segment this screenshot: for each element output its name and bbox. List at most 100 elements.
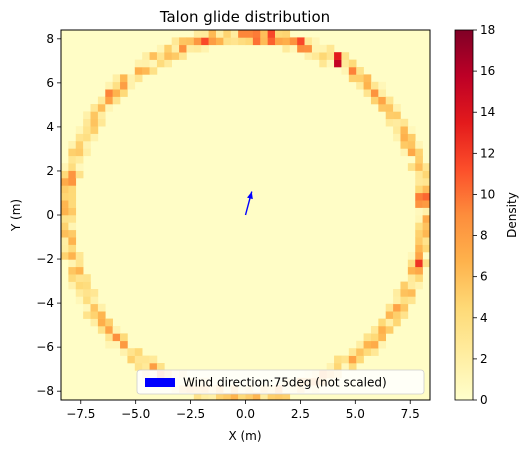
heatmap-cell <box>120 333 128 342</box>
heatmap-cell <box>142 67 150 75</box>
heatmap-cell <box>393 296 401 305</box>
heatmap-cell <box>393 126 401 134</box>
heatmap-cell <box>378 326 387 334</box>
heatmap-cell <box>134 59 143 68</box>
heatmap-cell <box>252 30 261 38</box>
heatmap-cell <box>393 318 401 327</box>
heatmap-cell <box>245 37 254 46</box>
heatmap-cell <box>393 111 401 120</box>
heatmap-cell <box>61 222 69 231</box>
heatmap-cell <box>90 296 99 305</box>
heatmap-cell <box>400 126 409 134</box>
heatmap-cell <box>179 44 187 53</box>
heatmap-cell <box>90 318 99 327</box>
heatmap-cell <box>105 96 113 105</box>
heatmap-cell <box>385 104 394 112</box>
heatmap-cell <box>97 318 106 327</box>
y-tick-label: −6 <box>36 340 54 354</box>
heatmap-cell <box>407 148 416 157</box>
heatmap-cell <box>134 363 143 371</box>
heatmap-cell <box>90 133 99 142</box>
y-tick-label: 2 <box>46 164 54 178</box>
heatmap-cell <box>407 289 416 297</box>
heatmap-cell <box>149 52 158 60</box>
heatmap-cell <box>422 222 431 231</box>
heatmap-cell <box>208 30 217 38</box>
colorbar-label: Density <box>505 192 519 238</box>
heatmap-cell <box>385 311 394 319</box>
heatmap-cell <box>68 244 77 253</box>
heatmap-cell <box>68 259 77 268</box>
heatmap-cell <box>245 30 254 38</box>
heatmap-cell <box>370 96 379 105</box>
heatmap-cell <box>393 133 401 142</box>
heatmap-cell <box>83 111 91 120</box>
heatmap-cell <box>341 363 350 371</box>
heatmap-cell <box>304 44 313 53</box>
heatmap-cell <box>208 392 217 401</box>
heatmap-cell <box>230 37 239 46</box>
heatmap-cell <box>186 37 195 46</box>
heatmap-cell <box>407 252 416 260</box>
heatmap-cell <box>83 141 91 149</box>
y-tick-label: 6 <box>46 76 54 90</box>
heatmap-cell <box>156 363 165 371</box>
heatmap-cell <box>97 303 106 312</box>
heatmap-cell <box>260 392 268 401</box>
heatmap-cell <box>75 148 84 157</box>
colorbar-tick-label: 14 <box>480 105 495 119</box>
heatmap-cell <box>134 74 143 83</box>
heatmap-cell <box>334 355 342 364</box>
heatmap-cell <box>120 340 128 349</box>
heatmap-cell <box>400 118 409 127</box>
heatmap-cell <box>97 96 106 105</box>
heatmap-cell <box>61 163 69 171</box>
heatmap-cell <box>356 348 364 356</box>
heatmap-cell <box>83 296 91 305</box>
heatmap-cell <box>61 252 69 260</box>
heatmap-cell <box>407 266 416 275</box>
heatmap-cell <box>289 37 298 46</box>
heatmap-cell <box>363 340 372 349</box>
x-tick-label: −2.5 <box>176 407 205 421</box>
heatmap-cell <box>238 30 246 38</box>
heatmap-cell <box>171 52 180 60</box>
heatmap-cell <box>370 340 379 349</box>
heatmap-cell <box>415 259 423 268</box>
heatmap-cell <box>186 44 195 53</box>
heatmap-cell <box>275 392 283 401</box>
heatmap-cell <box>105 318 113 327</box>
heatmap-cell <box>201 30 209 38</box>
heatmap-cell <box>120 81 128 90</box>
x-tick-label: −7.5 <box>66 407 95 421</box>
heatmap-cell <box>83 274 91 282</box>
legend-label: Wind direction:75deg (not scaled) <box>183 376 387 390</box>
heatmap-cell <box>415 229 423 238</box>
heatmap-cell <box>75 141 84 149</box>
heatmap-cell <box>105 326 113 334</box>
heatmap-cell <box>341 355 350 364</box>
heatmap-cell <box>61 178 69 186</box>
heatmap-cell <box>156 52 165 60</box>
heatmap-cell <box>68 252 77 260</box>
heatmap-cell <box>252 392 261 401</box>
x-tick-label: 2.5 <box>291 407 310 421</box>
heatmap-cell <box>415 155 423 164</box>
heatmap-cell <box>75 126 84 134</box>
heatmap-cell <box>415 252 423 260</box>
y-tick-label: 0 <box>46 208 54 222</box>
heatmap-cell <box>393 289 401 297</box>
heatmap-cell <box>120 348 128 356</box>
heatmap-cell <box>90 126 99 134</box>
heatmap-cell <box>68 215 77 223</box>
heatmap-cell <box>134 67 143 75</box>
heatmap-cell <box>400 303 409 312</box>
heatmap-cell <box>75 163 84 171</box>
heatmap-cell <box>230 392 239 401</box>
heatmap-cell <box>407 281 416 290</box>
heatmap-cell <box>385 303 394 312</box>
heatmap-cell <box>260 30 268 38</box>
heatmap-cell <box>97 311 106 319</box>
heatmap-cell <box>415 141 423 149</box>
heatmap-cell <box>68 200 77 208</box>
